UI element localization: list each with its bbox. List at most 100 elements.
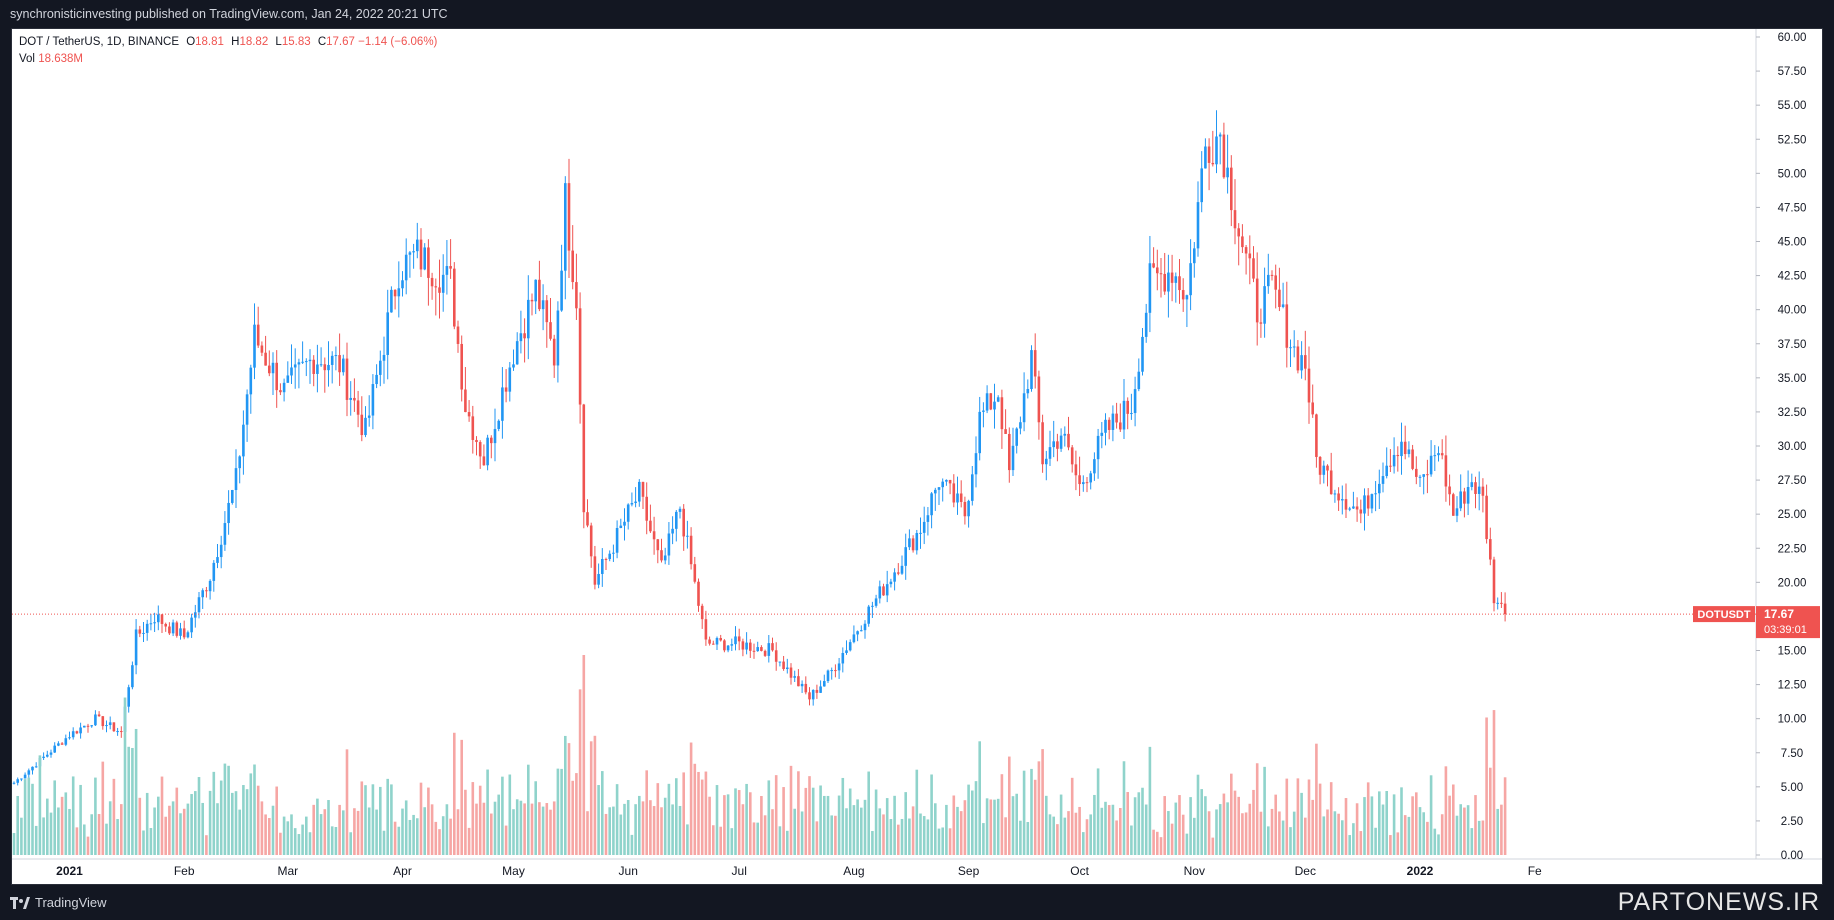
volume-bar — [179, 813, 182, 855]
candle-body — [1289, 347, 1292, 349]
brand[interactable]: TradingView — [10, 895, 107, 910]
candle-body — [752, 650, 756, 652]
candle-body — [852, 634, 856, 643]
volume-bar — [367, 807, 371, 855]
candle-body — [27, 770, 31, 775]
volume-bar — [1274, 794, 1277, 855]
volume-bar — [771, 809, 774, 855]
candle-body — [571, 250, 574, 283]
volume-bar — [508, 774, 512, 855]
y-tick-label: 12.50 — [1778, 680, 1807, 692]
candle-body — [134, 629, 138, 666]
volume-bar — [490, 813, 493, 855]
candle-body — [249, 367, 253, 395]
volume-bar — [142, 830, 145, 855]
candle-body — [60, 743, 64, 745]
candle-body — [786, 667, 789, 670]
candle-body — [1148, 263, 1152, 313]
volume-bar — [1389, 835, 1392, 855]
watermark: PARTONEWS.IR — [1617, 888, 1820, 916]
candle-body — [515, 341, 519, 365]
candle-body — [108, 722, 112, 726]
volume-bar — [1374, 827, 1377, 855]
candle-body — [1111, 413, 1115, 430]
candle-body — [638, 481, 641, 502]
candle-body — [490, 437, 493, 444]
candle-body — [182, 628, 186, 638]
y-tick-label: 37.50 — [1778, 339, 1807, 351]
volume-bar — [231, 792, 234, 855]
candle-body — [715, 638, 719, 645]
y-tick-label: 52.50 — [1778, 134, 1807, 146]
price-chart[interactable]: 0.002.505.007.5010.0012.5015.0017.5020.0… — [12, 29, 1822, 884]
x-tick-label: Mar — [277, 864, 298, 878]
candle-body — [453, 268, 456, 327]
candle-body — [449, 266, 452, 269]
volume-bar — [1392, 794, 1396, 855]
candle-body — [1370, 494, 1374, 509]
candle-body — [800, 683, 804, 687]
volume-bar — [1448, 795, 1451, 855]
volume-bar — [1193, 817, 1196, 855]
x-tick-label: Oct — [1070, 864, 1089, 878]
candle-body — [90, 725, 93, 727]
volume-bar — [430, 804, 434, 855]
candle-body — [1337, 493, 1340, 501]
candle-body — [1026, 389, 1030, 394]
volume-bar — [538, 802, 541, 855]
candle-body — [1144, 312, 1148, 337]
volume-bar — [264, 814, 267, 855]
volume-bar — [101, 761, 105, 855]
candle-body — [1363, 495, 1366, 514]
high-value: 18.82 — [239, 36, 269, 48]
candle-body — [1244, 247, 1248, 254]
candle-body — [660, 550, 663, 561]
volume-bar — [1496, 808, 1499, 855]
volume-bar — [623, 803, 626, 855]
candle-body — [467, 412, 471, 417]
candle-body — [271, 362, 275, 374]
ohlc-row: DOT / TetherUS, 1D, BINANCE O18.81 H18.8… — [19, 34, 437, 51]
volume-bar — [719, 826, 722, 855]
candle-body — [941, 481, 944, 488]
volume-bar — [1300, 792, 1303, 855]
candle-body — [1426, 474, 1429, 476]
x-tick-label: Dec — [1295, 864, 1316, 878]
candle-body — [1063, 433, 1067, 436]
volume-bar — [1459, 804, 1462, 855]
volume-bar — [1048, 814, 1052, 855]
volume-bar — [120, 804, 123, 855]
candle-body — [767, 643, 771, 656]
candle-body — [934, 489, 937, 494]
candle-body — [371, 384, 375, 416]
candle-body — [878, 586, 882, 599]
candle-body — [885, 584, 889, 596]
candle-body — [205, 590, 208, 592]
volume-bar — [541, 806, 545, 855]
candle-body — [1089, 473, 1092, 483]
y-tick-label: 2.50 — [1781, 816, 1803, 828]
volume-bar — [834, 815, 837, 855]
volume-bar — [1463, 807, 1466, 855]
volume-bar — [1163, 796, 1166, 855]
candle-body — [1274, 275, 1277, 290]
symbol-label[interactable]: DOT / TetherUS, 1D, BINANCE — [19, 36, 179, 48]
volume-bar — [571, 780, 574, 855]
volume-bar — [260, 801, 264, 855]
candle-body — [471, 416, 475, 440]
candle-body — [1307, 368, 1311, 403]
y-tick-label: 25.00 — [1778, 509, 1807, 521]
price-tag-value: 17.67 — [1764, 607, 1794, 621]
volume-bar — [782, 787, 785, 855]
candle-body — [434, 286, 438, 288]
chart-panel[interactable]: 0.002.505.007.5010.0012.5015.0017.5020.0… — [11, 28, 1823, 885]
volume-bar — [334, 827, 338, 855]
candle-body — [460, 343, 463, 390]
candle-body — [142, 632, 145, 634]
candle-body — [1093, 459, 1096, 474]
volume-bar — [1033, 779, 1037, 855]
candle-body — [656, 539, 660, 551]
candle-body — [53, 745, 56, 753]
volume-bar — [971, 790, 974, 855]
volume-bar — [534, 781, 537, 855]
